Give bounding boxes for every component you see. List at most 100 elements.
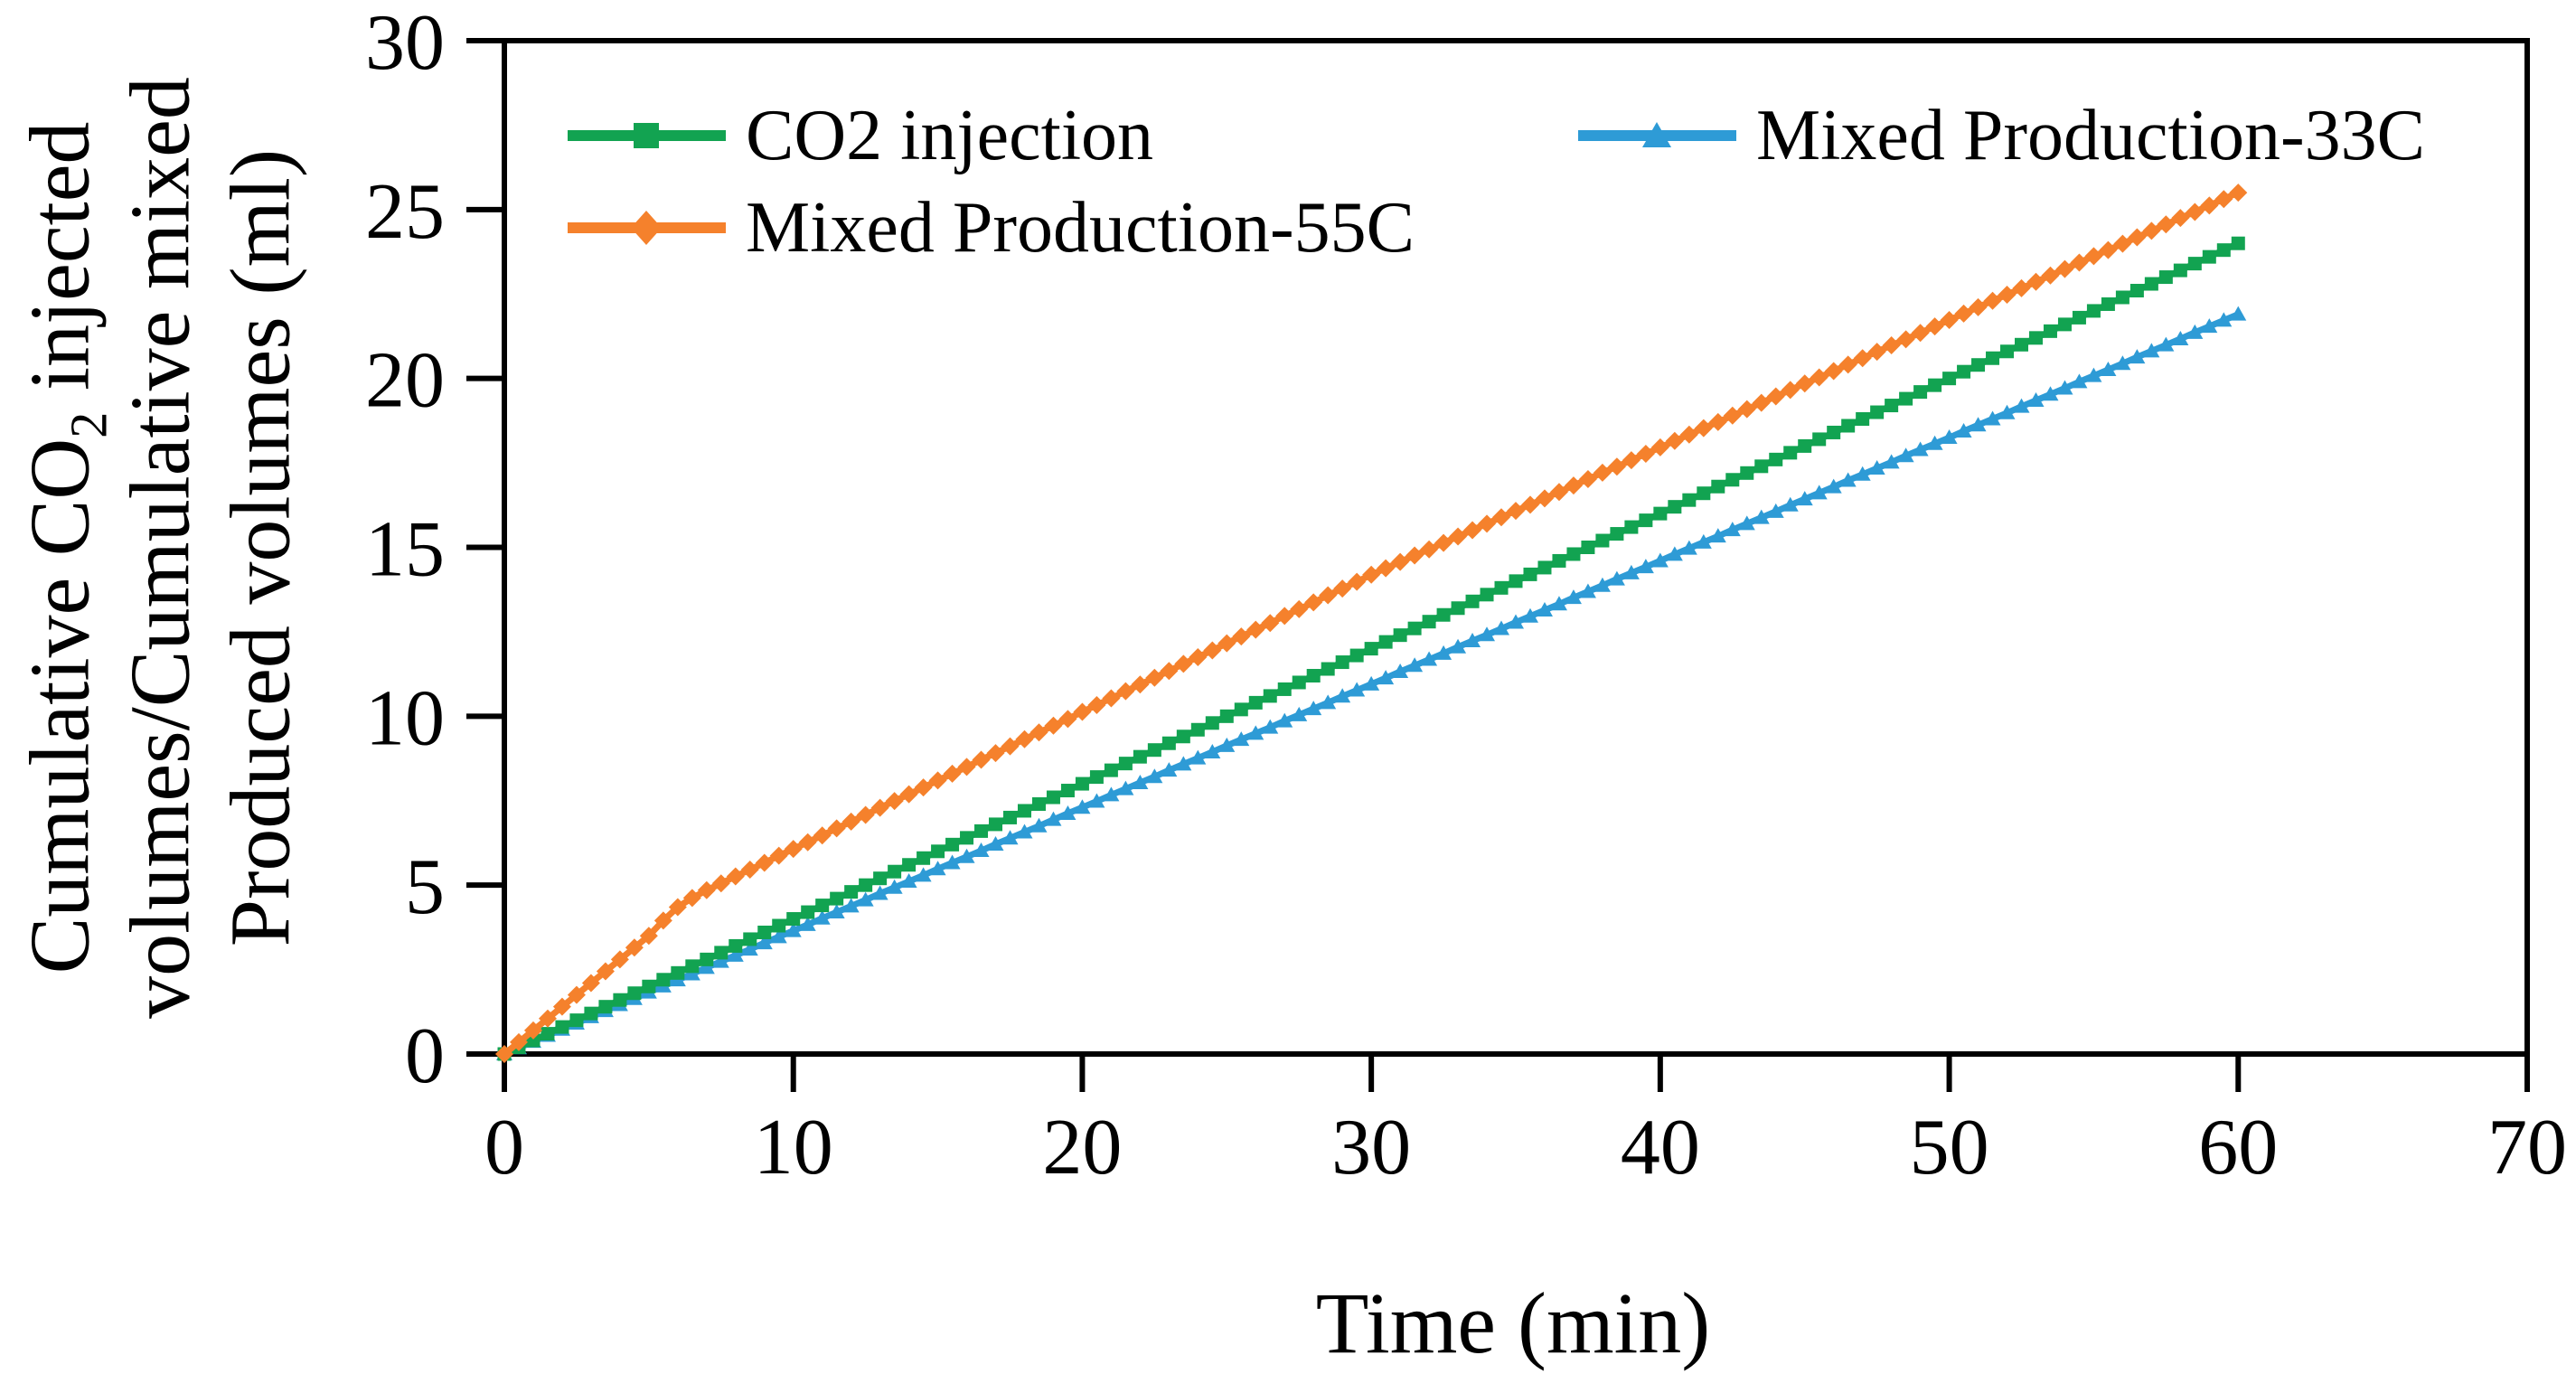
marker-square (1118, 757, 1133, 771)
marker-square (1610, 527, 1624, 541)
marker-diamond (1940, 311, 1959, 330)
marker-triangle (2172, 330, 2189, 345)
marker-triangle (842, 898, 860, 913)
marker-square (1754, 459, 1769, 474)
marker-square (1422, 615, 1436, 629)
marker-square (1465, 594, 1480, 608)
legend-label: Mixed Production-33C (1756, 95, 2425, 175)
marker-square (1407, 621, 1422, 635)
marker-square (1046, 790, 1060, 805)
marker-triangle (1579, 583, 1596, 598)
marker-square (1595, 533, 1610, 548)
marker-triangle (1810, 485, 1828, 500)
marker-diamond (2026, 272, 2045, 291)
marker-square (598, 1000, 613, 1014)
marker-triangle (1334, 688, 1351, 703)
marker-diamond (1261, 614, 1280, 633)
y-axis-title-line2: volumes/Cumulative mixed (113, 77, 208, 1019)
marker-square (2187, 257, 2202, 271)
y-tick-label: 10 (365, 674, 445, 762)
marker-diamond (668, 898, 687, 917)
marker-triangle (1680, 540, 1697, 555)
marker-triangle (1059, 805, 1076, 820)
marker-square (1161, 736, 1176, 750)
marker-diamond (813, 826, 832, 845)
marker-diamond (711, 874, 730, 893)
marker-triangle (2100, 361, 2117, 376)
marker-triangle (2042, 386, 2059, 401)
marker-triangle (2013, 398, 2030, 413)
x-tick-label: 20 (1042, 1104, 1122, 1191)
marker-triangle (2027, 391, 2045, 407)
marker-triangle (2056, 380, 2073, 395)
marker-triangle (2143, 343, 2160, 358)
marker-diamond (523, 1021, 542, 1040)
marker-triangle (828, 904, 845, 919)
marker-square (2202, 249, 2216, 264)
marker-diamond (2186, 202, 2205, 221)
marker-triangle (1001, 830, 1019, 845)
marker-square (1364, 642, 1378, 656)
marker-triangle (871, 885, 888, 900)
marker-square (1725, 473, 1740, 487)
marker-square (1190, 722, 1205, 737)
marker-triangle (799, 916, 816, 931)
marker-diamond (697, 880, 716, 899)
marker-triangle (1363, 675, 1380, 691)
marker-triangle (1868, 460, 1885, 475)
marker-square (1378, 635, 1393, 649)
marker-diamond (1116, 682, 1135, 701)
marker-diamond (1232, 627, 1251, 646)
legend-item-co2-injection: CO2 injection (568, 89, 1153, 183)
y-tick-label: 20 (365, 337, 445, 425)
marker-triangle (1377, 670, 1395, 685)
legend-item-mixed-production-55c: Mixed Production-55C (568, 181, 1415, 275)
marker-diamond (1535, 489, 1554, 508)
marker-square (627, 986, 642, 1001)
marker-diamond (1838, 355, 1857, 374)
legend-label: CO2 injection (746, 95, 1154, 175)
marker-square (1942, 372, 1957, 386)
marker-diamond (1665, 431, 1684, 450)
marker-diamond (1449, 527, 1468, 546)
marker-square (786, 912, 801, 927)
marker-diamond (1420, 540, 1439, 559)
marker-square (945, 837, 960, 852)
marker-triangle (1955, 422, 1972, 438)
y-tick-label: 5 (405, 843, 445, 931)
marker-triangle (1695, 533, 1712, 549)
marker-diamond (1001, 737, 1020, 756)
marker-triangle (1204, 743, 1221, 758)
marker-triangle (987, 835, 1004, 851)
marker-square (1783, 446, 1798, 460)
marker-triangle (1753, 509, 1770, 524)
marker-square (1899, 391, 1913, 406)
marker-diamond (682, 889, 701, 908)
marker-triangle (886, 879, 903, 894)
marker-square (1263, 689, 1277, 703)
marker-triangle (1594, 577, 1611, 592)
marker-square (1321, 662, 1335, 676)
marker-square (2101, 296, 2115, 311)
marker-diamond (1246, 620, 1265, 639)
marker-square (2057, 317, 2072, 332)
marker-triangle (1565, 589, 1582, 605)
marker-square (1089, 770, 1104, 785)
marker-triangle (1854, 466, 1871, 481)
x-tick-label: 30 (1331, 1104, 1411, 1191)
marker-square (974, 824, 989, 838)
marker-triangle (1479, 626, 1496, 642)
marker-diamond (1694, 419, 1713, 438)
marker-square (1668, 500, 1682, 514)
marker-square (1697, 486, 1711, 501)
marker-square (1234, 702, 1248, 717)
marker-square (844, 885, 859, 899)
marker-diamond (1160, 662, 1179, 681)
marker-square (815, 899, 830, 913)
legend-marker-square-icon (568, 123, 726, 148)
marker-square (1060, 784, 1075, 798)
marker-square (960, 831, 974, 845)
marker-diamond (2142, 221, 2161, 240)
marker-triangle (1464, 633, 1481, 648)
